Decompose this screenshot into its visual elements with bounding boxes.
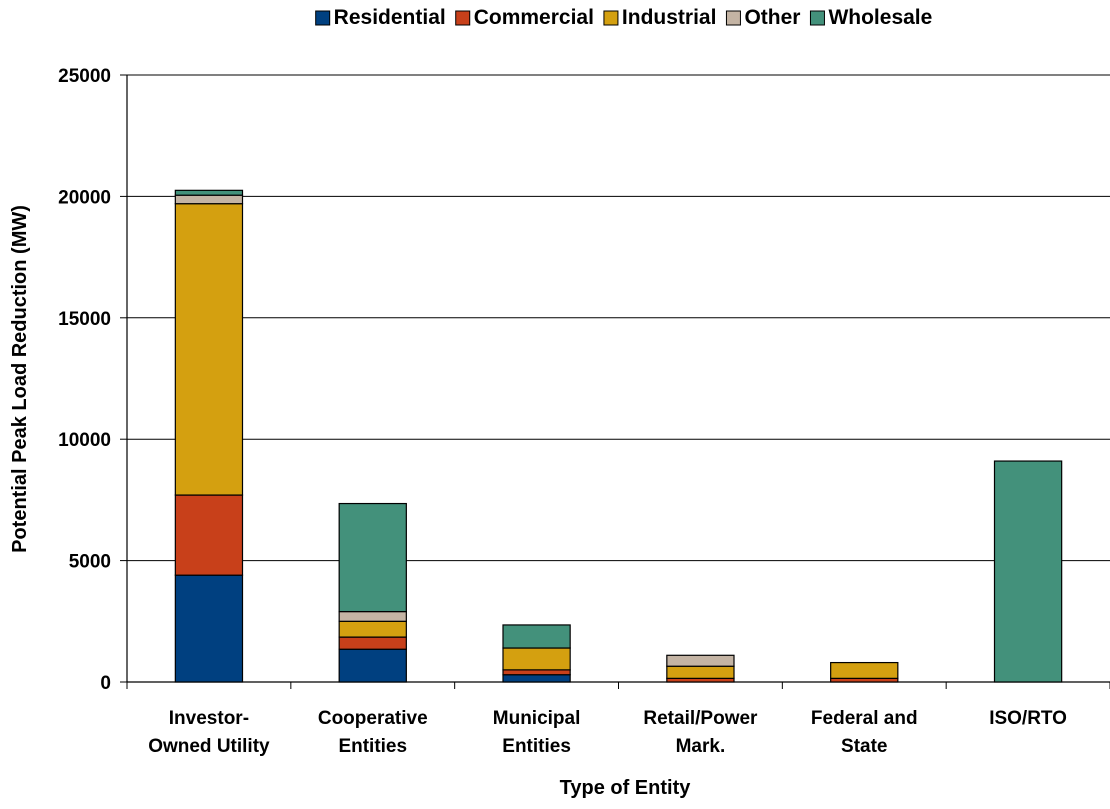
x-category-label: Mark. (676, 736, 726, 757)
x-category-label: State (841, 736, 887, 757)
bar-segment-industrial (338, 620, 407, 638)
x-category-label: Entities (502, 736, 571, 757)
bar-segment-commercial (338, 636, 407, 650)
legend-swatch-wholesale (809, 10, 825, 26)
legend-label-residential: Residential (334, 6, 446, 29)
legend-label-wholesale: Wholesale (828, 6, 932, 29)
x-category-label: Owned Utility (148, 736, 270, 757)
bar-segment-other (338, 610, 407, 622)
y-tick-label: 10000 (58, 430, 111, 451)
bar-segment-wholesale (502, 624, 571, 649)
legend-label-commercial: Commercial (474, 6, 594, 29)
legend-swatch-residential (315, 10, 331, 26)
x-category-label: Federal and (811, 708, 918, 729)
bar-segment-industrial (666, 665, 735, 679)
axis-labels: 0 5000 10000 15000 20000 25000 Investor- Owned … (58, 66, 1067, 757)
bars (174, 189, 1063, 683)
legend-label-other: Other (744, 6, 800, 29)
legend-label-industrial: Industrial (622, 6, 717, 29)
bar-segment-commercial (174, 494, 244, 576)
bar-segment-residential (502, 674, 571, 683)
y-tick-label: 5000 (69, 552, 111, 573)
x-axis-title: Type of Entity (560, 777, 692, 799)
bar-segment-commercial (502, 669, 571, 676)
y-tick-label: 0 (100, 673, 111, 694)
x-category-label: Investor- (169, 708, 249, 729)
x-category-label: ISO/RTO (989, 708, 1067, 729)
bar-segment-wholesale (338, 502, 407, 613)
bar-segment-wholesale (993, 460, 1063, 683)
bar-segment-other (666, 654, 735, 667)
legend-swatch-other (725, 10, 741, 26)
legend-swatch-industrial (603, 10, 619, 26)
bar-segment-residential (174, 574, 244, 683)
y-axis-title: Potential Peak Load Reduction (MW) (9, 205, 31, 553)
bar-segment-industrial (502, 647, 571, 671)
legend: Residential Commercial Industrial Other Whol… (315, 6, 932, 29)
bar-segment-industrial (830, 661, 899, 679)
bar-segment-industrial (174, 203, 244, 496)
bar-segment-residential (338, 648, 407, 683)
gridlines (127, 74, 1110, 562)
x-category-label: Entities (338, 736, 407, 757)
y-tick-label: 20000 (58, 187, 111, 208)
bar-segment-other (174, 194, 244, 205)
x-category-label: Retail/Power (643, 708, 758, 729)
axes (120, 74, 1110, 689)
y-tick-label: 25000 (58, 66, 111, 87)
bar-segment-wholesale (174, 189, 244, 196)
legend-swatch-commercial (455, 10, 471, 26)
x-category-label: Cooperative (318, 708, 428, 729)
y-tick-label: 15000 (58, 309, 111, 330)
x-category-label: Municipal (493, 708, 581, 729)
